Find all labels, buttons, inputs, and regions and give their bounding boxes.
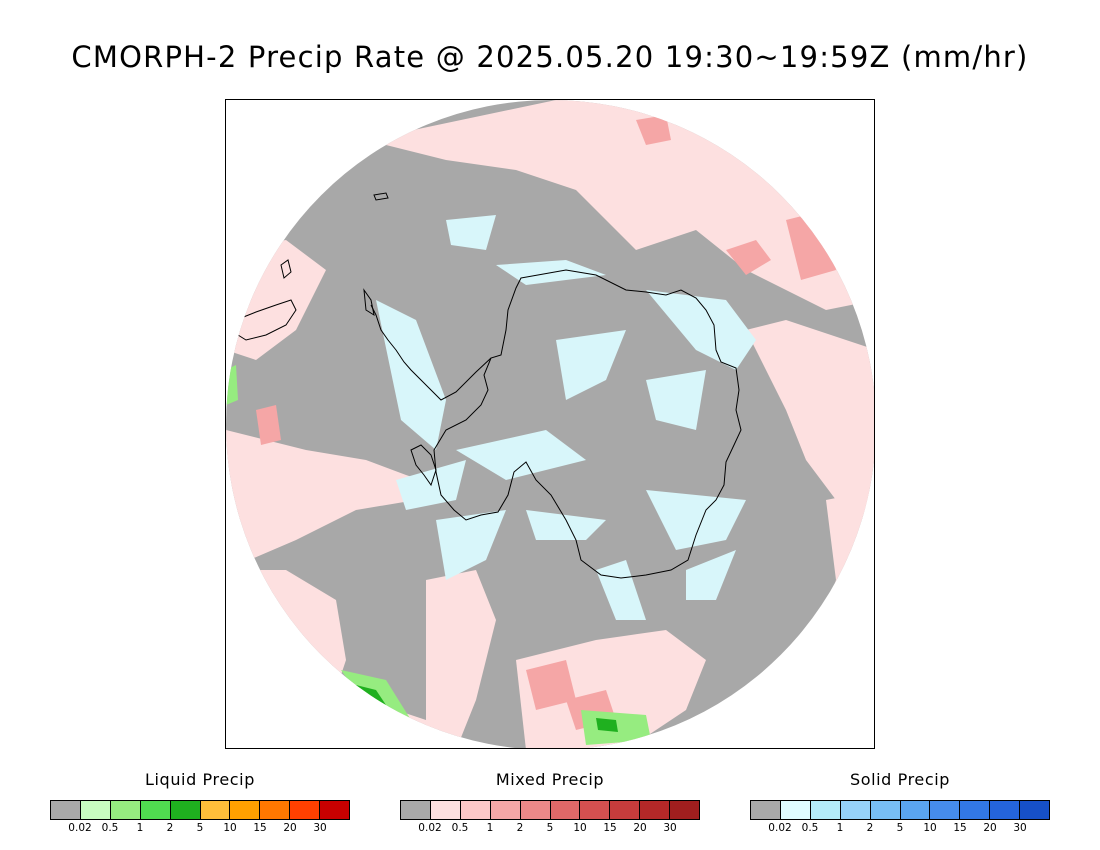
legend-tick-label: 1 [136, 822, 144, 834]
legend-swatch [610, 801, 641, 819]
legend-swatch [810, 801, 841, 819]
legend-tick-label: 10 [223, 822, 237, 834]
legend-tick-label: 5 [196, 822, 204, 834]
legend-tick-label: 10 [573, 822, 587, 834]
antarctic-peninsula-coastline [363, 288, 492, 487]
color-scale [50, 800, 350, 820]
legend-swatch [430, 801, 461, 819]
legend-tick-label: 15 [953, 822, 967, 834]
solid-precip-areas [376, 215, 756, 620]
legend-title: Solid Precip [849, 770, 951, 789]
legend-swatch [401, 801, 431, 819]
legend-swatch [80, 801, 111, 819]
map-title: CMORPH-2 Precip Rate @ 2025.05.20 19:30~… [71, 40, 1029, 74]
antarctica-coastline [433, 269, 742, 579]
legend-swatch [780, 801, 811, 819]
legend-tick-label: 0.02 [68, 822, 92, 834]
legend-swatch [580, 801, 611, 819]
legend-tick-label: 5 [546, 822, 554, 834]
liquid-precip-moderate [356, 685, 618, 732]
legend-swatch [490, 801, 521, 819]
legend-tick-label: 1 [836, 822, 844, 834]
legend-tick-label: 15 [253, 822, 267, 834]
legend-title: Liquid Precip [145, 770, 255, 789]
legend-swatch [870, 801, 901, 819]
legend-swatch [1020, 801, 1050, 819]
legend-swatch [520, 801, 551, 819]
precip-field [226, 100, 874, 748]
legend-swatch [751, 801, 781, 819]
legend-swatch [290, 801, 321, 819]
color-scale [750, 800, 1050, 820]
legend-swatch [840, 801, 871, 819]
legend-liquid: Liquid Precip 0.02 0.5 1 2 5 10 15 20 30 [50, 770, 350, 836]
color-scale [400, 800, 700, 820]
legend-tick-label: 2 [516, 822, 524, 834]
map-canvas [226, 100, 874, 748]
legend-solid: Solid Precip 0.02 0.5 1 2 5 10 15 20 30 [750, 770, 1050, 836]
legend-swatch [230, 801, 261, 819]
legend-swatch [960, 801, 991, 819]
legend-swatch [990, 801, 1021, 819]
tick-labels: 0.02 0.5 1 2 5 10 15 20 30 [400, 822, 700, 836]
legend-swatch [260, 801, 291, 819]
south-america-coastline [235, 192, 389, 341]
legend-swatch [320, 801, 350, 819]
legend-tick-label: 10 [923, 822, 937, 834]
legend-title: Mixed Precip [495, 770, 605, 789]
legend-tick-label: 15 [603, 822, 617, 834]
legend-swatch [170, 801, 201, 819]
legend-tick-label: 30 [1013, 822, 1027, 834]
legend-tick-label: 30 [313, 822, 327, 834]
legend-tick-label: 0.02 [418, 822, 442, 834]
legend-swatch [550, 801, 581, 819]
legend-tick-label: 2 [166, 822, 174, 834]
legend-tick-label: 2 [866, 822, 874, 834]
legend-mixed: Mixed Precip 0.02 0.5 1 2 5 10 15 20 30 [400, 770, 700, 836]
legend-swatch [900, 801, 931, 819]
legend-tick-label: 0.5 [801, 822, 819, 834]
legend-swatch [140, 801, 171, 819]
legend-tick-label: 20 [283, 822, 297, 834]
legend-tick-label: 20 [983, 822, 997, 834]
legend-tick-label: 20 [633, 822, 647, 834]
legend-tick-label: 0.5 [101, 822, 119, 834]
tick-labels: 0.02 0.5 1 2 5 10 15 20 30 [750, 822, 1050, 836]
legend-tick-label: 1 [486, 822, 494, 834]
legend-tick-label: 5 [896, 822, 904, 834]
legend-tick-label: 0.02 [768, 822, 792, 834]
legend-swatch [110, 801, 141, 819]
legend-swatch [670, 801, 700, 819]
legend-swatch [200, 801, 231, 819]
legend-swatch [51, 801, 81, 819]
tick-labels: 0.02 0.5 1 2 5 10 15 20 30 [50, 822, 350, 836]
legend-tick-label: 30 [663, 822, 677, 834]
polar-map[interactable] [225, 99, 875, 749]
legend-swatch [930, 801, 961, 819]
legend-tick-label: 0.5 [451, 822, 469, 834]
legend-swatch [640, 801, 671, 819]
legend-swatch [460, 801, 491, 819]
